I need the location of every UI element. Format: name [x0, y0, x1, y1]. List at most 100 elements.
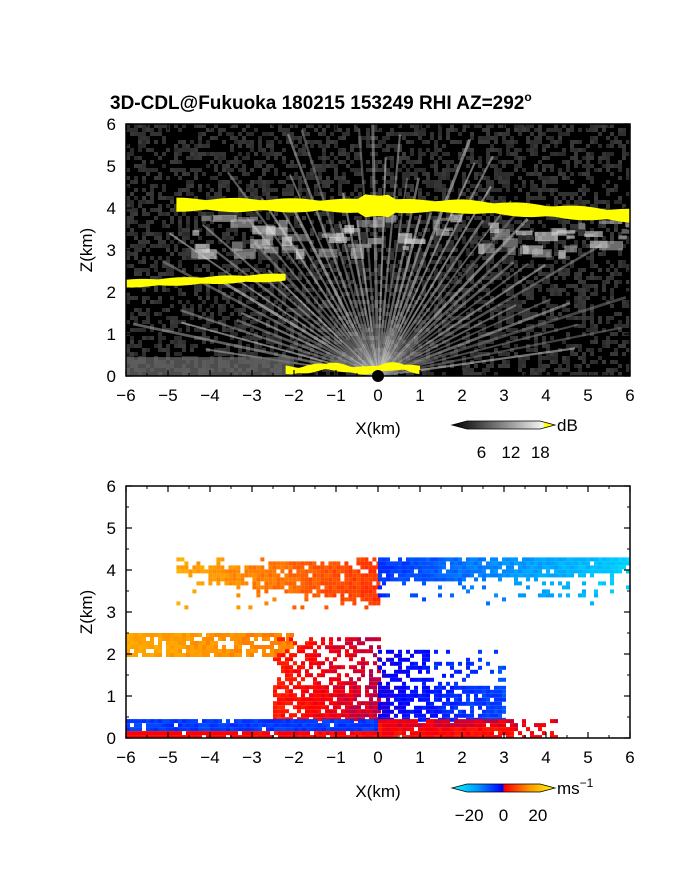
velocity-cell — [353, 705, 357, 710]
noise-cell — [554, 292, 558, 296]
noise-cell — [506, 312, 510, 316]
noise-cell — [146, 296, 150, 300]
velocity-cell — [626, 557, 630, 562]
noise-cell — [218, 132, 222, 136]
noise-cell — [418, 152, 422, 156]
velocity-cell — [277, 681, 281, 686]
noise-cell — [294, 196, 298, 200]
noise-cell — [582, 192, 586, 196]
velocity-cell — [610, 569, 614, 574]
velocity-cell — [494, 561, 498, 566]
velocity-cell — [273, 701, 277, 706]
velocity-cell — [360, 597, 365, 602]
velocity-cell — [206, 645, 210, 649]
noise-cell — [582, 200, 586, 204]
noise-cell — [486, 140, 490, 144]
ray-streak — [241, 311, 379, 376]
noise-cell — [550, 256, 554, 260]
velocity-cell — [494, 573, 498, 578]
noise-cell — [414, 124, 418, 128]
noise-cell — [234, 136, 238, 140]
velocity-cell — [224, 581, 229, 586]
noise-cell — [510, 160, 514, 164]
noise-cell — [582, 240, 586, 244]
velocity-cell — [398, 557, 402, 562]
noise-cell — [570, 232, 574, 236]
noise-cell — [310, 140, 314, 144]
velocity-cell — [361, 673, 365, 678]
noise-cell — [542, 364, 546, 368]
noise-cell — [286, 284, 290, 288]
haze-cell — [618, 235, 627, 239]
velocity-cell — [482, 557, 486, 562]
noise-cell — [514, 184, 518, 188]
noise-cell — [462, 344, 466, 348]
noise-cell — [402, 132, 406, 136]
noise-cell — [326, 368, 330, 372]
noise-cell — [606, 188, 610, 192]
noise-cell — [218, 352, 222, 356]
noise-cell — [386, 288, 390, 292]
noise-cell — [474, 160, 478, 164]
noise-cell — [594, 200, 598, 204]
velocity-cell — [494, 569, 498, 574]
noise-cell — [470, 244, 474, 248]
noise-cell — [410, 280, 414, 284]
velocity-cell — [353, 685, 357, 690]
noise-cell — [546, 344, 550, 348]
noise-cell — [126, 320, 130, 324]
velocity-cell — [198, 649, 202, 653]
noise-cell — [162, 212, 166, 216]
noise-cell — [474, 176, 478, 180]
noise-cell — [206, 336, 210, 340]
noise-cell — [482, 212, 486, 216]
velocity-cell — [606, 557, 610, 562]
velocity-cell — [333, 693, 337, 698]
noise-cell — [286, 292, 290, 296]
velocity-cell — [276, 577, 281, 582]
noise-cell — [518, 356, 522, 360]
velocity-cell — [538, 561, 542, 566]
noise-cell — [186, 224, 190, 228]
velocity-cell — [309, 701, 313, 706]
noise-cell — [146, 316, 150, 320]
noise-cell — [374, 124, 378, 128]
noise-cell — [266, 180, 270, 184]
noise-cell — [446, 176, 450, 180]
noise-cell — [234, 232, 238, 236]
velocity-cell — [590, 573, 594, 578]
velocity-cell — [352, 577, 357, 582]
noise-cell — [290, 228, 294, 232]
velocity-cell — [378, 569, 382, 574]
velocity-cell — [154, 649, 158, 653]
velocity-cell — [285, 669, 289, 674]
noise-cell — [586, 144, 590, 148]
velocity-cell — [178, 633, 182, 637]
noise-cell — [202, 328, 206, 332]
noise-cell — [202, 312, 206, 316]
noise-cell — [402, 224, 406, 228]
noise-cell — [550, 284, 554, 288]
noise-cell — [298, 136, 302, 140]
noise-cell — [266, 132, 270, 136]
noise-cell — [186, 256, 190, 260]
noise-cell — [482, 136, 486, 140]
noise-cell — [294, 176, 298, 180]
noise-cell — [518, 164, 522, 168]
velocity-cell — [333, 677, 337, 682]
velocity-cell — [590, 565, 594, 570]
noise-cell — [418, 232, 422, 236]
velocity-cell — [340, 597, 345, 602]
noise-cell — [414, 132, 418, 136]
noise-cell — [502, 344, 506, 348]
velocity-cell — [418, 565, 422, 570]
noise-cell — [562, 160, 566, 164]
noise-cell — [566, 164, 570, 168]
noise-cell — [194, 144, 198, 148]
velocity-cell — [180, 557, 185, 562]
velocity-cell — [202, 641, 206, 645]
noise-cell — [590, 128, 594, 132]
velocity-cell — [182, 641, 186, 645]
noise-cell — [174, 156, 178, 160]
noise-cell — [542, 356, 546, 360]
